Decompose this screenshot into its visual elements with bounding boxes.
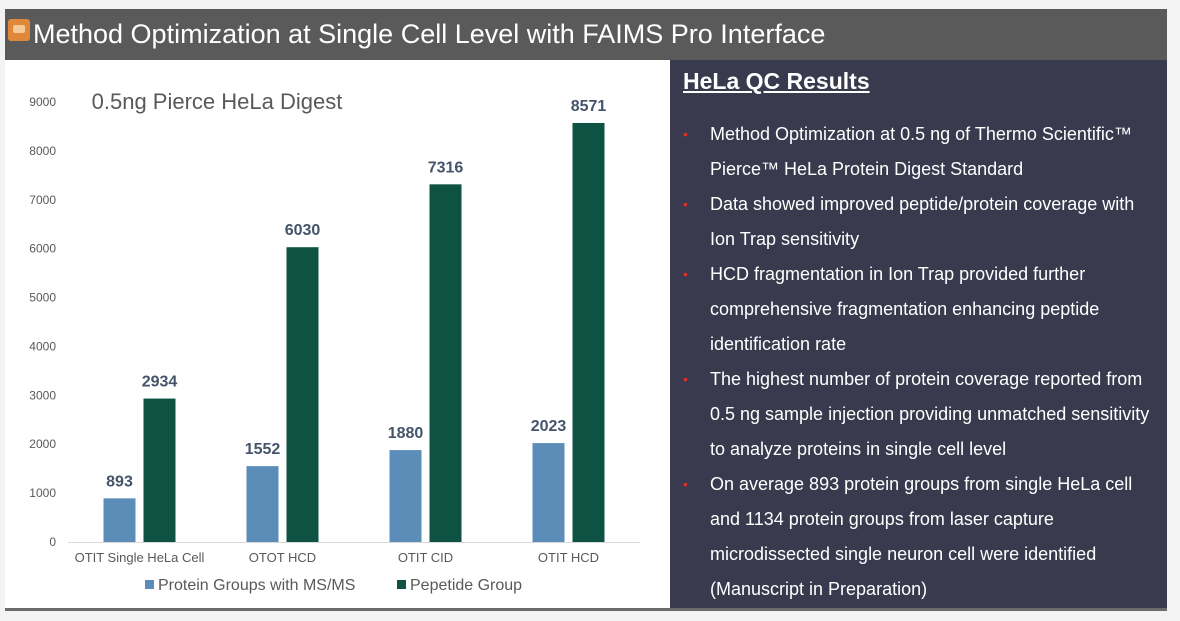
- data-label: 1552: [245, 441, 281, 458]
- y-tick-label: 9000: [29, 95, 56, 109]
- y-tick-label: 8000: [29, 144, 56, 158]
- bullet-icon: •: [683, 476, 688, 492]
- x-tick-label: OTIT CID: [398, 550, 453, 565]
- bullet-text: Data showed improved peptide/protein cov…: [710, 194, 1135, 249]
- y-tick-label: 0: [49, 535, 56, 549]
- bullet-icon: •: [683, 266, 688, 282]
- legend-label: Pepetide Group: [410, 577, 522, 594]
- bar-protein-groups: [532, 443, 565, 542]
- bullet-item: • The highest number of protein coverage …: [683, 362, 1163, 467]
- data-label: 7316: [428, 159, 464, 176]
- y-tick-label: 6000: [29, 242, 56, 256]
- bullet-item: • Data showed improved peptide/protein co…: [683, 187, 1163, 257]
- chart-panel: 0.5ng Pierce HeLa Digest 0 1000 2000 3000 400…: [5, 60, 670, 608]
- slide-header: Method Optimization at Single Cell Level…: [5, 9, 1167, 60]
- data-label: 8571: [571, 98, 607, 115]
- presentation-logo-icon: [8, 19, 30, 41]
- legend-swatch: [145, 580, 154, 589]
- bar-protein-groups: [246, 466, 279, 542]
- bar-peptide-group: [572, 122, 605, 542]
- legend-label: Protein Groups with MS/MS: [158, 577, 355, 594]
- bullet-text: The highest number of protein coverage r…: [710, 369, 1150, 459]
- bar-protein-groups: [103, 498, 136, 542]
- results-title: HeLa QC Results: [683, 68, 870, 94]
- bar-protein-groups: [389, 450, 422, 542]
- results-panel: HeLa QC Results • Method Optimization at …: [670, 60, 1167, 608]
- bullet-icon: •: [683, 126, 688, 142]
- data-label: 893: [106, 473, 133, 490]
- y-tick-label: 4000: [29, 339, 56, 353]
- bullet-item: • Method Optimization at 0.5 ng of Thermo…: [683, 117, 1163, 187]
- bar-peptide-group: [286, 247, 319, 542]
- x-tick-label: OTOT HCD: [249, 550, 316, 565]
- data-label: 6030: [285, 222, 321, 239]
- y-tick-label: 5000: [29, 291, 56, 305]
- y-tick-label: 3000: [29, 388, 56, 402]
- bullet-text: Method Optimization at 0.5 ng of Thermo …: [710, 124, 1132, 179]
- bullet-icon: •: [683, 196, 688, 212]
- bar-peptide-group: [143, 398, 176, 542]
- data-label: 2023: [531, 418, 567, 435]
- bullet-item: • On average 893 protein groups from sing…: [683, 467, 1163, 607]
- chart-title: 0.5ng Pierce HeLa Digest: [92, 89, 343, 114]
- bottom-divider: [5, 608, 1167, 611]
- y-tick-label: 1000: [29, 486, 56, 500]
- legend-swatch: [397, 580, 406, 589]
- results-bullet-list: • Method Optimization at 0.5 ng of Thermo…: [683, 117, 1163, 607]
- data-label: 1880: [388, 425, 424, 442]
- y-tick-label: 7000: [29, 193, 56, 207]
- bar-peptide-group: [429, 184, 462, 542]
- bullet-item: • HCD fragmentation in Ion Trap provided …: [683, 257, 1163, 362]
- bullet-icon: •: [683, 371, 688, 387]
- x-tick-label: OTIT Single HeLa Cell: [75, 550, 205, 565]
- data-label: 2934: [142, 374, 178, 391]
- x-tick-label: OTIT HCD: [538, 550, 599, 565]
- bar-chart: 0.5ng Pierce HeLa Digest 0 1000 2000 3000 400…: [29, 89, 640, 594]
- bullet-text: On average 893 protein groups from singl…: [710, 474, 1133, 599]
- slide-title: Method Optimization at Single Cell Level…: [33, 19, 826, 49]
- y-tick-label: 2000: [29, 437, 56, 451]
- bullet-text: HCD fragmentation in Ion Trap provided f…: [710, 264, 1100, 354]
